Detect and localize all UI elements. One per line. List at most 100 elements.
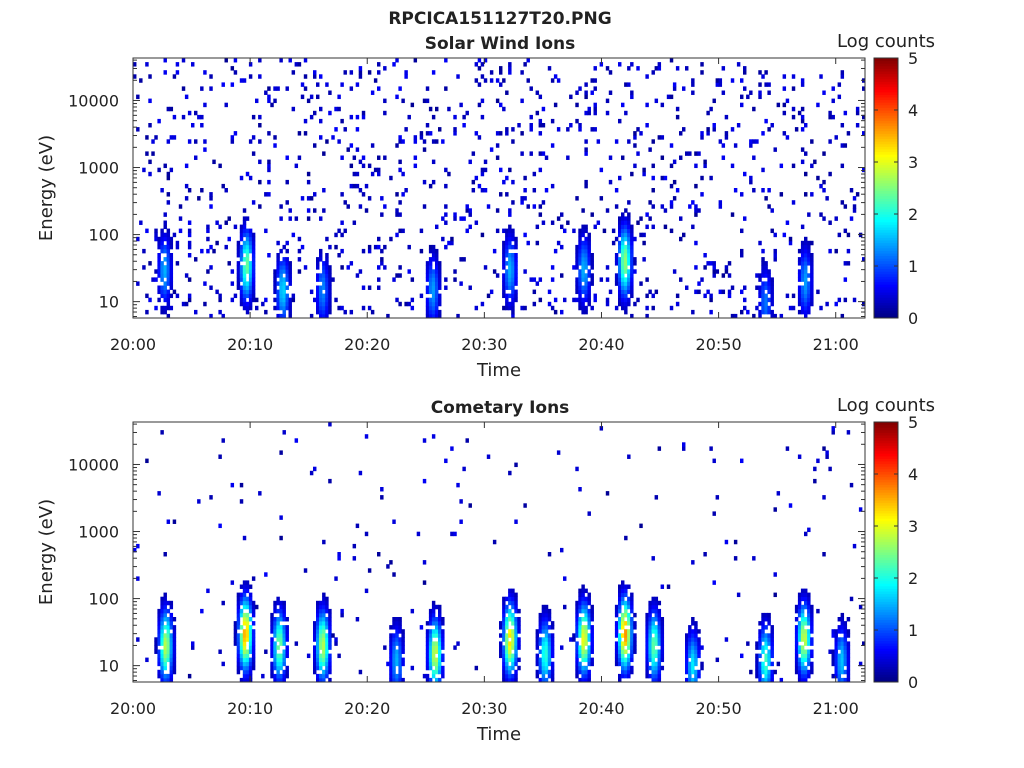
- heatmap-cell: [630, 621, 634, 626]
- heatmap-cell: [242, 604, 247, 610]
- heatmap-cell: [614, 657, 619, 663]
- heatmap-cell: [776, 491, 781, 496]
- heatmap-cell: [651, 625, 655, 630]
- heatmap-cell: [508, 269, 512, 274]
- heatmap-cell: [587, 645, 591, 650]
- heatmap-cell: [624, 657, 628, 663]
- heatmap-cell: [575, 617, 579, 622]
- heatmap-cell: [239, 293, 244, 299]
- heatmap-cell: [514, 677, 518, 683]
- heatmap-cell: [517, 637, 521, 642]
- heatmap-cell: [200, 188, 204, 193]
- heatmap-cell: [453, 269, 457, 274]
- heatmap-cell: [694, 204, 698, 209]
- heatmap-cell: [618, 240, 622, 246]
- heatmap-cell: [251, 151, 256, 156]
- heatmap-cell: [322, 277, 326, 282]
- heatmap-cell: [428, 633, 433, 638]
- heatmap-cell: [575, 196, 579, 201]
- heatmap-cell: [587, 257, 591, 262]
- heatmap-cell: [810, 281, 814, 286]
- heatmap-cell: [398, 673, 402, 679]
- heatmap-cell: [474, 175, 479, 181]
- heatmap-cell: [630, 240, 634, 246]
- heatmap-cell: [367, 305, 372, 311]
- heatmap-cell: [648, 637, 652, 642]
- heatmap-cell: [773, 507, 777, 512]
- heatmap-cell: [428, 257, 433, 262]
- heatmap-cell: [288, 313, 292, 319]
- heatmap-cell: [380, 196, 384, 201]
- heatmap-cell: [139, 78, 143, 83]
- heatmap-cell: [154, 645, 158, 650]
- heatmap-cell: [782, 102, 787, 108]
- heatmap-cell: [236, 625, 241, 630]
- heatmap-cell: [377, 86, 381, 91]
- heatmap-cell: [672, 86, 677, 91]
- heatmap-cell: [645, 305, 649, 311]
- heatmap-cell: [245, 171, 250, 177]
- heatmap-cell: [816, 458, 820, 464]
- heatmap-cell: [508, 167, 512, 173]
- heatmap-cell: [794, 669, 799, 675]
- heatmap-cell: [373, 167, 378, 173]
- heatmap-cell: [587, 661, 591, 667]
- heatmap-cell: [352, 155, 357, 160]
- colorbar-segment: [874, 240, 898, 244]
- heatmap-cell: [575, 665, 579, 671]
- heatmap-cell: [285, 301, 289, 307]
- heatmap-cell: [325, 281, 329, 286]
- heatmap-cell: [852, 204, 857, 209]
- heatmap-cell: [807, 289, 811, 295]
- heatmap-cell: [621, 661, 625, 667]
- heatmap-cell: [797, 596, 802, 602]
- heatmap-cell: [273, 273, 277, 278]
- heatmap-cell: [761, 637, 765, 642]
- heatmap-cell: [800, 645, 805, 650]
- heatmap-cell: [660, 204, 665, 209]
- heatmap-cell: [325, 657, 329, 663]
- heatmap-cell: [804, 301, 808, 307]
- heatmap-cell: [743, 171, 747, 177]
- heatmap-cell: [657, 657, 662, 663]
- heatmap-cell: [480, 171, 485, 177]
- heatmap-cell: [700, 192, 704, 197]
- colorbar-segment: [874, 645, 898, 649]
- heatmap-cell: [200, 86, 204, 91]
- heatmap-cell: [282, 269, 286, 274]
- heatmap-cell: [627, 612, 631, 618]
- heatmap-cell: [389, 645, 393, 650]
- heatmap-cell: [538, 677, 543, 683]
- heatmap-cell: [422, 179, 427, 185]
- heatmap-cell: [309, 313, 314, 319]
- heatmap-cell: [288, 216, 292, 221]
- heatmap-cell: [804, 531, 808, 537]
- heatmap-cell: [197, 196, 201, 201]
- heatmap-cell: [627, 600, 631, 606]
- heatmap-cell: [383, 265, 387, 270]
- heatmap-cell: [245, 309, 250, 315]
- heatmap-cell: [239, 612, 244, 618]
- heatmap-cell: [148, 297, 152, 303]
- heatmap-cell: [794, 617, 799, 622]
- heatmap-cell: [785, 293, 790, 299]
- heatmap-cell: [587, 285, 591, 290]
- heatmap-cell: [428, 621, 433, 626]
- heatmap-cell: [584, 82, 588, 87]
- heatmap-cell: [264, 228, 268, 234]
- heatmap-cell: [807, 248, 811, 254]
- heatmap-cell: [157, 669, 161, 675]
- heatmap-cell: [319, 661, 323, 667]
- heatmap-cell: [834, 629, 838, 634]
- heatmap-cell: [242, 535, 247, 541]
- heatmap-cell: [276, 669, 280, 675]
- heatmap-cell: [697, 649, 701, 654]
- heatmap-cell: [248, 677, 253, 683]
- heatmap-cell: [294, 62, 299, 67]
- heatmap-cell: [624, 665, 628, 671]
- heatmap-cell: [306, 179, 311, 185]
- heatmap-cell: [435, 106, 439, 112]
- heatmap-cell: [691, 224, 695, 230]
- heatmap-cell: [242, 669, 247, 675]
- heatmap-cell: [694, 633, 698, 638]
